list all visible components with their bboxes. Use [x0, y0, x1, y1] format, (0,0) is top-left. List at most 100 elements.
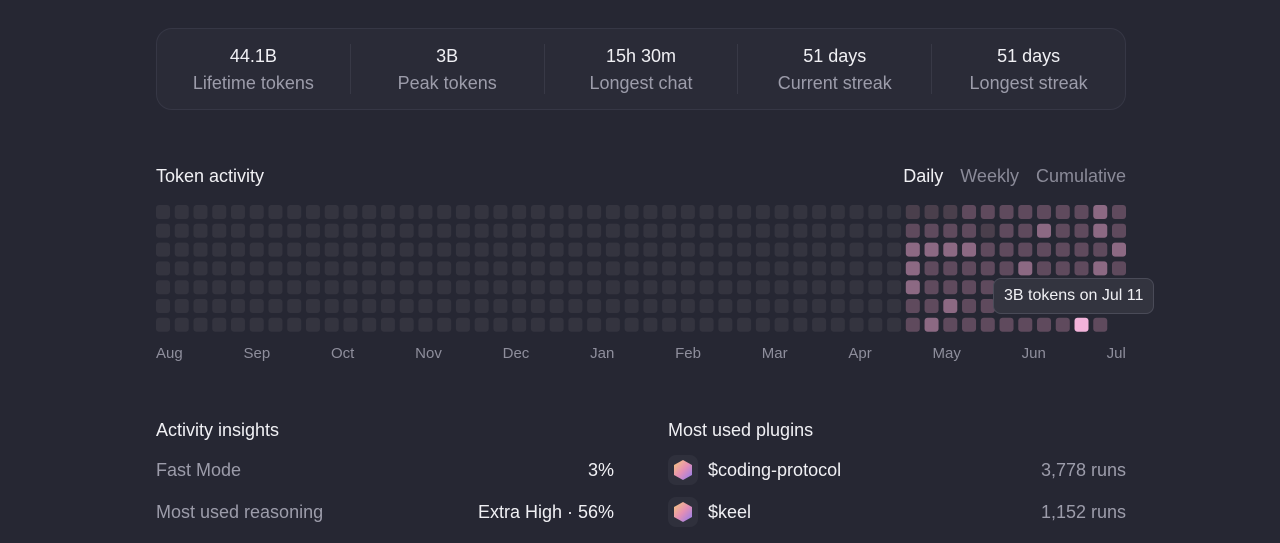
activity-cell[interactable] — [230, 242, 245, 257]
activity-cell[interactable] — [568, 280, 583, 295]
activity-cell[interactable] — [399, 223, 414, 238]
activity-cell[interactable] — [174, 317, 189, 332]
activity-cell[interactable] — [493, 205, 508, 219]
activity-cell[interactable] — [1093, 317, 1108, 332]
activity-cell[interactable] — [230, 261, 245, 276]
activity-cell[interactable] — [980, 242, 995, 257]
activity-cell[interactable] — [305, 317, 320, 332]
activity-cell[interactable] — [943, 205, 958, 219]
activity-cell[interactable] — [980, 317, 995, 332]
activity-cell[interactable] — [774, 317, 789, 332]
activity-cell[interactable] — [680, 299, 695, 313]
activity-cell[interactable] — [587, 223, 602, 238]
activity-cell[interactable] — [474, 317, 489, 332]
activity-cell[interactable] — [587, 299, 602, 313]
activity-cell[interactable] — [605, 242, 620, 257]
activity-cell[interactable] — [737, 280, 752, 295]
activity-cell[interactable] — [530, 261, 545, 276]
activity-cell[interactable] — [268, 205, 283, 219]
activity-cell[interactable] — [380, 223, 395, 238]
activity-cell[interactable] — [549, 317, 564, 332]
activity-cell[interactable] — [887, 280, 902, 295]
activity-cell[interactable] — [493, 261, 508, 276]
activity-cell[interactable] — [437, 242, 452, 257]
tab[interactable]: Cumulative — [1035, 166, 1126, 186]
activity-cell[interactable] — [793, 317, 808, 332]
activity-cell[interactable] — [399, 317, 414, 332]
activity-cell[interactable] — [380, 317, 395, 332]
activity-cell[interactable] — [699, 280, 714, 295]
activity-cell[interactable] — [624, 242, 639, 257]
activity-cell[interactable] — [343, 223, 358, 238]
activity-cell[interactable] — [1055, 223, 1070, 238]
activity-cell[interactable] — [156, 317, 170, 332]
activity-cell[interactable] — [1074, 223, 1089, 238]
activity-cell[interactable] — [1018, 317, 1033, 332]
activity-cell[interactable] — [287, 299, 302, 313]
activity-cell[interactable] — [793, 299, 808, 313]
activity-cell[interactable] — [230, 205, 245, 219]
activity-cell[interactable] — [868, 205, 883, 219]
activity-cell[interactable] — [324, 242, 339, 257]
activity-cell[interactable] — [549, 261, 564, 276]
activity-cell[interactable] — [980, 223, 995, 238]
activity-cell[interactable] — [324, 261, 339, 276]
activity-cell[interactable] — [624, 205, 639, 219]
activity-cell[interactable] — [418, 223, 433, 238]
activity-cell[interactable] — [924, 299, 939, 313]
activity-cell[interactable] — [1018, 205, 1033, 219]
activity-cell[interactable] — [699, 205, 714, 219]
activity-cell[interactable] — [1093, 223, 1108, 238]
activity-cell[interactable] — [662, 261, 677, 276]
activity-cell[interactable] — [493, 317, 508, 332]
activity-cell[interactable] — [962, 205, 977, 219]
activity-cell[interactable] — [1037, 205, 1052, 219]
activity-cell[interactable] — [474, 223, 489, 238]
activity-cell[interactable] — [962, 299, 977, 313]
activity-cell[interactable] — [324, 205, 339, 219]
activity-cell[interactable] — [962, 261, 977, 276]
activity-cell[interactable] — [812, 242, 827, 257]
activity-cell[interactable] — [587, 280, 602, 295]
activity-cell[interactable] — [849, 317, 864, 332]
activity-cell[interactable] — [324, 317, 339, 332]
activity-cell[interactable] — [455, 261, 470, 276]
activity-cell[interactable] — [474, 299, 489, 313]
activity-cell[interactable] — [774, 242, 789, 257]
activity-cell[interactable] — [1037, 242, 1052, 257]
activity-cell[interactable] — [737, 242, 752, 257]
activity-cell[interactable] — [549, 280, 564, 295]
activity-cell[interactable] — [868, 299, 883, 313]
activity-cell[interactable] — [1093, 242, 1108, 257]
activity-cell[interactable] — [830, 280, 845, 295]
activity-cell[interactable] — [568, 242, 583, 257]
activity-cell[interactable] — [287, 223, 302, 238]
activity-cell[interactable] — [249, 299, 264, 313]
activity-cell[interactable] — [643, 317, 658, 332]
activity-cell[interactable] — [849, 261, 864, 276]
activity-cell[interactable] — [287, 242, 302, 257]
activity-cell[interactable] — [193, 299, 208, 313]
activity-cell[interactable] — [512, 280, 527, 295]
activity-cell[interactable] — [193, 317, 208, 332]
activity-cell[interactable] — [512, 317, 527, 332]
activity-cell[interactable] — [699, 242, 714, 257]
activity-cell[interactable] — [343, 261, 358, 276]
activity-cell[interactable] — [568, 299, 583, 313]
activity-cell[interactable] — [624, 280, 639, 295]
activity-cell[interactable] — [549, 242, 564, 257]
activity-cell[interactable] — [887, 242, 902, 257]
activity-cell[interactable] — [305, 242, 320, 257]
activity-cell[interactable] — [624, 261, 639, 276]
activity-cell[interactable] — [662, 280, 677, 295]
activity-cell[interactable] — [587, 242, 602, 257]
activity-cell[interactable] — [868, 242, 883, 257]
activity-cell[interactable] — [380, 242, 395, 257]
activity-cell[interactable] — [718, 280, 733, 295]
activity-cell[interactable] — [755, 317, 770, 332]
activity-cell[interactable] — [418, 242, 433, 257]
activity-cell[interactable] — [418, 205, 433, 219]
activity-cell[interactable] — [287, 261, 302, 276]
activity-cell[interactable] — [943, 223, 958, 238]
activity-cell[interactable] — [362, 223, 377, 238]
